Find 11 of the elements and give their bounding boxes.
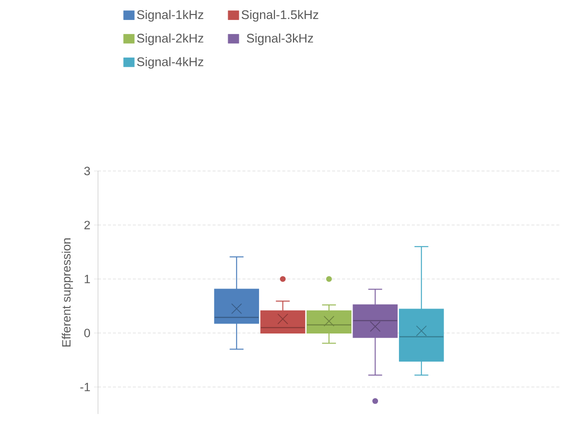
y-tick-label: -1 bbox=[80, 382, 90, 392]
y-tick-label: 2 bbox=[84, 220, 90, 230]
legend-label: Signal-1kHz bbox=[137, 10, 204, 22]
y-tick-label: 0 bbox=[84, 328, 90, 338]
legend-label: Signal-1.5kHz bbox=[242, 10, 318, 22]
legend-label: Signal-2kHz bbox=[137, 33, 204, 46]
y-tick-label: 3 bbox=[84, 166, 90, 176]
y-axis-title: Efferent suppression bbox=[62, 238, 73, 346]
legend-label: Signal-4kHz bbox=[137, 57, 204, 69]
y-tick-label: 1 bbox=[84, 274, 90, 284]
legend-label: Signal-3kHz bbox=[246, 33, 314, 46]
